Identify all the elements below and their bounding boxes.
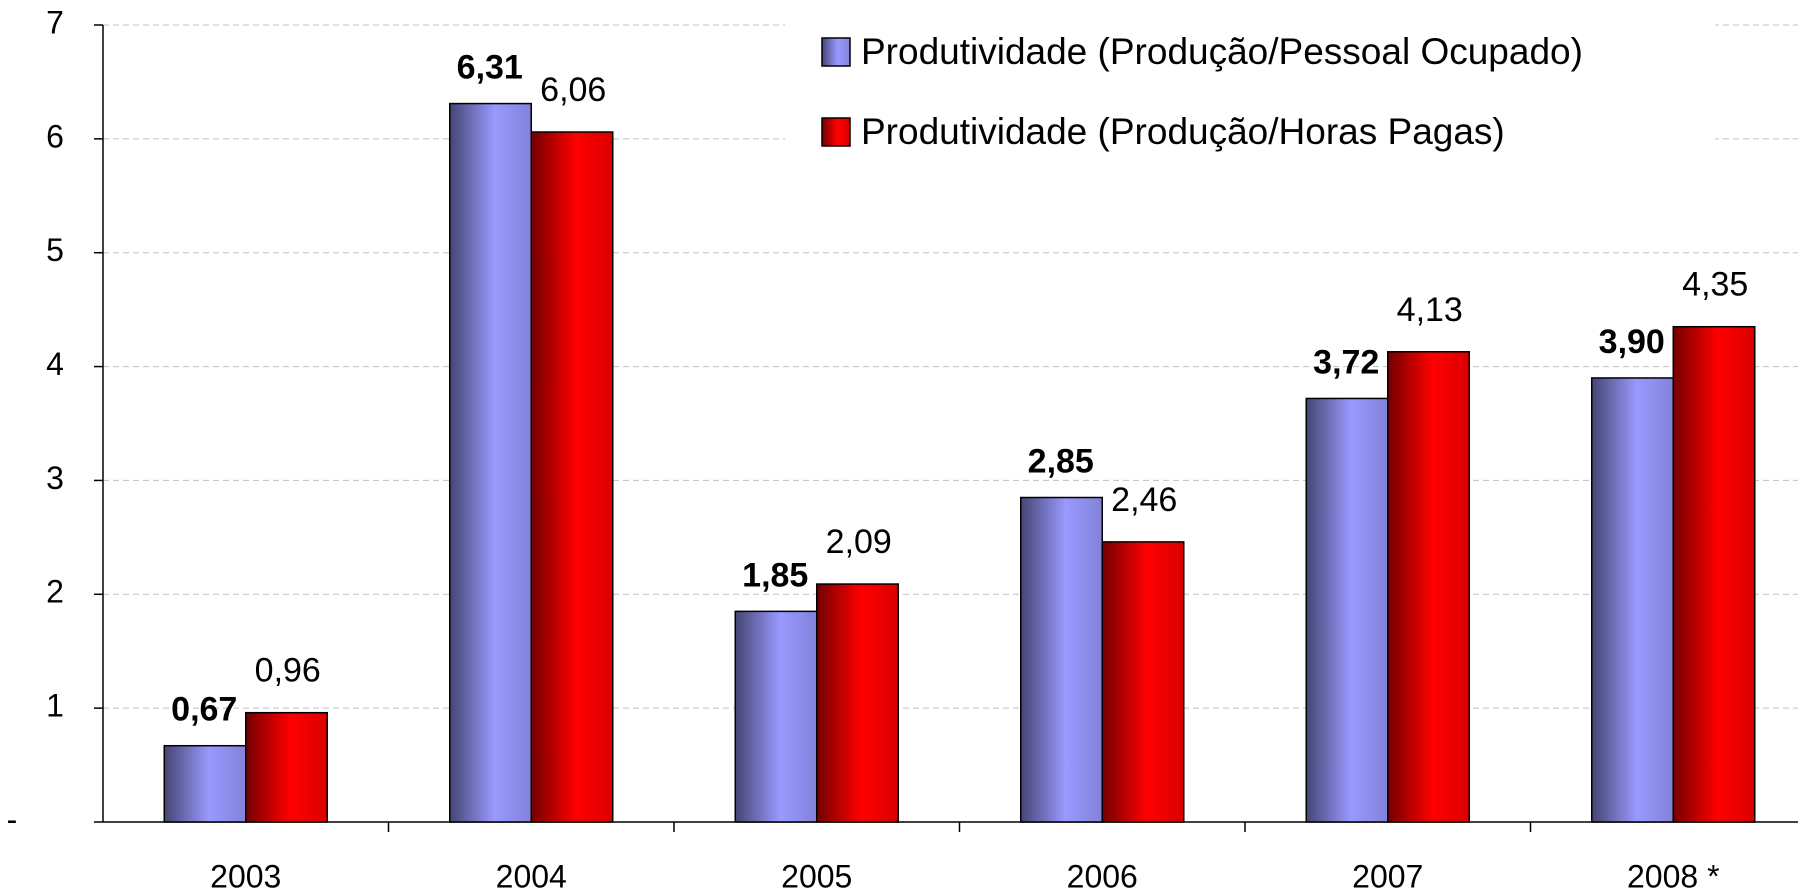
data-label: 4,13 — [1397, 291, 1463, 329]
y-tick-label: 7 — [46, 4, 64, 40]
y-tick-label: - — [7, 801, 18, 837]
x-tick-label: 2003 — [210, 858, 281, 894]
data-label: 6,31 — [457, 49, 523, 87]
y-tick-label: 3 — [46, 460, 64, 496]
legend-swatch — [821, 117, 851, 147]
legend-swatch — [821, 37, 851, 67]
y-tick-label: 1 — [46, 688, 64, 724]
bar — [1101, 541, 1185, 823]
x-tick-label: 2007 — [1352, 858, 1423, 894]
data-label: 0,96 — [255, 652, 321, 690]
x-tick-label: 2006 — [1067, 858, 1138, 894]
y-tick-label: 6 — [46, 118, 64, 154]
y-tick-label: 5 — [46, 232, 64, 268]
x-tick-label: 2008 * — [1627, 858, 1720, 894]
x-tick-label: 2005 — [781, 858, 852, 894]
bar — [245, 711, 328, 823]
legend: Produtividade (Produção/Pessoal Ocupado)… — [785, 18, 1715, 158]
y-tick-label: 2 — [46, 574, 64, 610]
bar — [1020, 496, 1103, 823]
x-tick-label: 2004 — [496, 858, 567, 894]
bar — [1305, 397, 1389, 823]
data-label: 2,46 — [1111, 481, 1177, 519]
bar — [1387, 351, 1470, 823]
legend-label: Produtividade (Produção/Horas Pagas) — [861, 111, 1505, 152]
data-label: 3,90 — [1599, 323, 1665, 361]
data-label: 4,35 — [1682, 266, 1748, 304]
data-label: 2,09 — [826, 523, 892, 561]
data-label: 6,06 — [540, 71, 606, 109]
bar — [449, 102, 532, 823]
y-tick-label: 4 — [46, 346, 64, 382]
bar — [1672, 325, 1756, 823]
bar — [734, 610, 818, 823]
data-label: 0,67 — [171, 691, 237, 729]
data-label: 2,85 — [1028, 442, 1094, 480]
legend-box — [785, 18, 1715, 158]
bar — [163, 744, 247, 823]
bar — [1591, 377, 1674, 823]
data-label: 3,72 — [1313, 343, 1379, 381]
legend-label: Produtividade (Produção/Pessoal Ocupado) — [861, 31, 1583, 72]
bar — [530, 131, 614, 823]
data-label: 1,85 — [742, 556, 808, 594]
bar — [816, 583, 899, 823]
